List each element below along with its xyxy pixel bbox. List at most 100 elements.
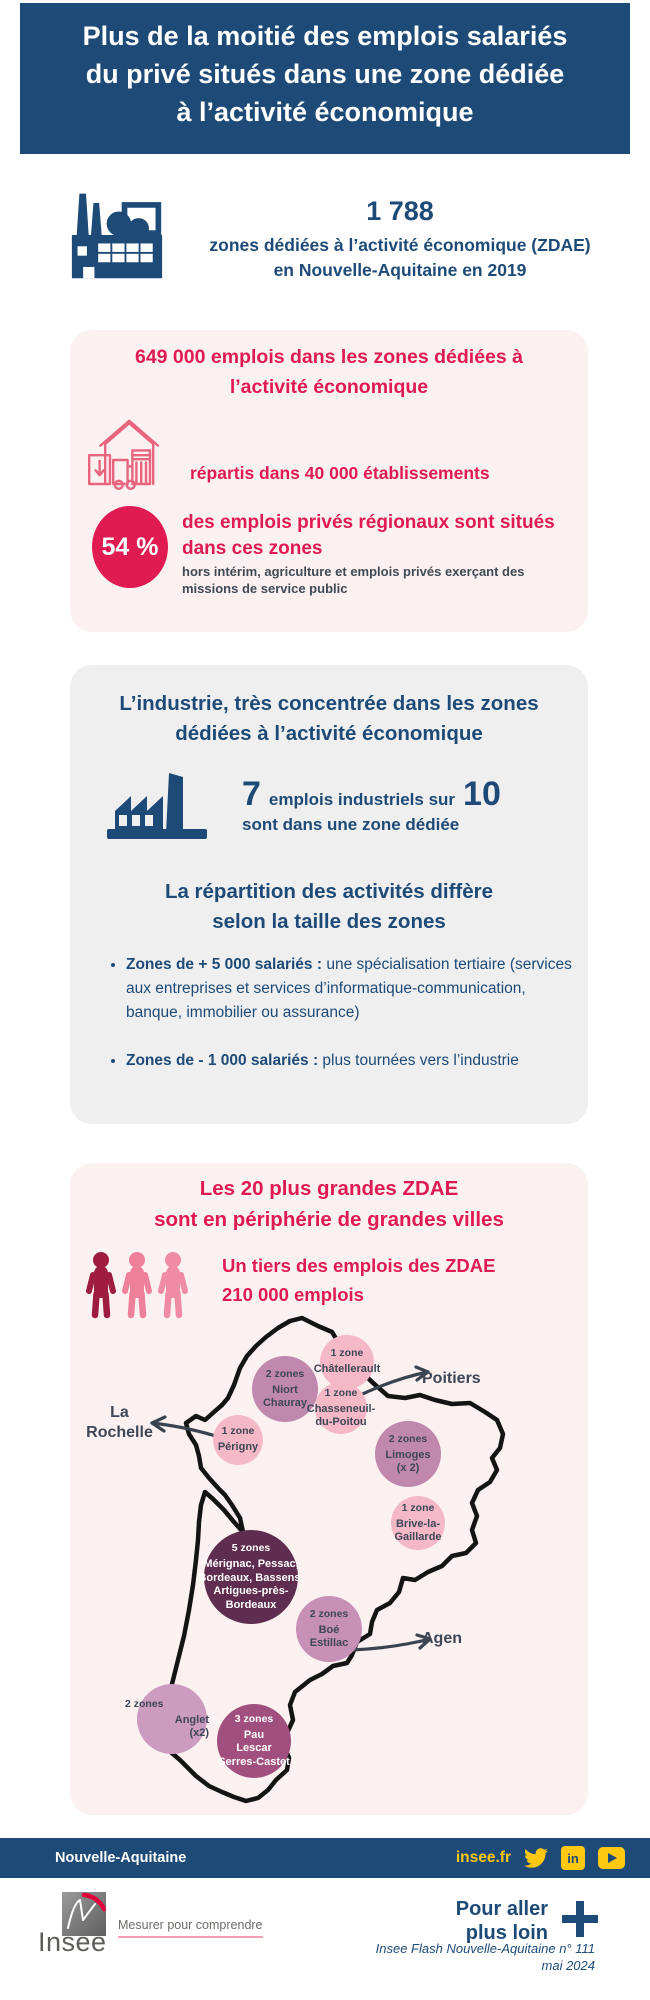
insee-logo-icon <box>62 1892 106 1936</box>
region-outline-path <box>150 1315 506 1804</box>
bubble-line: Gaillarde <box>394 1531 442 1543</box>
percent-footnote-line: missions de service public <box>182 581 348 596</box>
city-label-la-rochelle: La Rochelle <box>72 1403 167 1443</box>
insee-logo-text: Insee <box>38 1927 107 1957</box>
insee-fr-link[interactable]: insee.fr <box>455 1849 511 1866</box>
bubble-line: Chauray <box>262 1397 308 1409</box>
card-map-zdae: Les 20 plus grandes ZDAE sont en périphé… <box>70 1163 588 1815</box>
footer-bar: Nouvelle-Aquitaine insee.fr in <box>0 1838 650 1878</box>
card-map-title-line: sont en périphérie de grandes villes <box>154 1208 504 1231</box>
card-industrie-title-line: L’industrie, très concentrée dans les zo… <box>119 692 539 715</box>
zdae-count-block: 1 788 zones dédiées à l’activité économi… <box>170 196 630 283</box>
footer-region-label: Nouvelle-Aquitaine <box>55 1850 187 1866</box>
flash-reference-line: Insee Flash Nouvelle-Aquitaine n° 111 <box>375 1941 595 1956</box>
flash-reference-date: mai 2024 <box>541 1958 595 1973</box>
bubble-line: Mérignac, Pessac, <box>203 1558 299 1570</box>
linkedin-in-text: in <box>567 1851 579 1866</box>
bubble-count: 1 zone <box>221 1425 255 1438</box>
card-industrie: L’industrie, très concentrée dans les zo… <box>70 665 588 1124</box>
bubble-line: Périgny <box>217 1441 259 1454</box>
bubble-count: 2 zones <box>125 1697 164 1710</box>
percent-statement-line: des emplois privés régionaux sont situés <box>182 512 555 533</box>
ratio-text: emplois industriels sur <box>268 790 456 809</box>
flash-reference: Insee Flash Nouvelle-Aquitaine n° 111 ma… <box>290 1940 595 1974</box>
youtube-icon[interactable] <box>598 1847 625 1869</box>
bubble-line: Bordeaux, Bassens, <box>198 1571 304 1584</box>
repartition-subtitle: La répartition des activités diffère sel… <box>70 877 588 937</box>
zones-bullet-list: Zones de + 5 000 salariés : une spéciali… <box>106 953 578 1097</box>
plus-icon <box>562 1901 598 1937</box>
ratio-subtext: sont dans une zone dédiée <box>242 815 460 834</box>
page-title-line: Plus de la moitié des emplois salariés <box>82 21 568 51</box>
bullet-zones-moins-1000: Zones de - 1 000 salariés : plus tournée… <box>126 1049 578 1073</box>
linkedin-icon[interactable]: in <box>561 1846 585 1870</box>
city-label-line: La <box>110 1404 129 1421</box>
card-industrie-title: L’industrie, très concentrée dans les zo… <box>70 665 588 749</box>
bubble-count: 2 zones <box>388 1432 428 1445</box>
bubble-line: Chasseneuil- <box>306 1402 376 1415</box>
factory-plant-icon <box>71 193 163 279</box>
factory-icon <box>107 773 207 839</box>
map-stat-line: 210 000 emplois <box>222 1284 364 1305</box>
map-bubble-pau: 3 zones Pau Lescar Serres-Castet <box>217 1704 291 1778</box>
bubble-count: 1 zone <box>401 1501 435 1514</box>
bubble-line: Artigues-près- <box>213 1585 289 1597</box>
bubble-count: 5 zones <box>231 1542 271 1554</box>
card-emplois-title: 649 000 emplois dans les zones dédiées à… <box>70 330 588 402</box>
map-bubble-perigny: 1 zone Périgny <box>213 1415 263 1465</box>
card-emplois-zdae: 649 000 emplois dans les zones dédiées à… <box>70 330 588 632</box>
bubble-line: Serres-Castet <box>218 1755 290 1768</box>
bubble-count: 1 zone <box>324 1386 358 1399</box>
bubble-line: Châtellerault <box>313 1363 381 1376</box>
bubble-line: du-Poitou <box>315 1416 367 1428</box>
bubble-line: (x 2) <box>396 1462 420 1474</box>
ratio-number: 7 <box>242 775 261 813</box>
percent-badge: 54 % <box>92 506 168 588</box>
repartition-subtitle-line: selon la taille des zones <box>212 910 446 933</box>
map-bubble-chasseneuil: 1 zone Chasseneuil- du-Poitou <box>307 1382 375 1434</box>
city-label-poitiers: Poitiers <box>422 1370 481 1387</box>
map-bubble-boe-estillac: 2 zones Boé Estillac <box>296 1596 362 1662</box>
card-industrie-title-line: dédiées à l’activité économique <box>175 722 483 745</box>
map-bubble-chatellerault: 1 zone Châtellerault <box>314 1335 380 1389</box>
bubble-line: Limoges <box>385 1448 431 1461</box>
percent-statement: des emplois privés régionaux sont situés… <box>182 510 582 562</box>
bullet-lead: Zones de + 5 000 salariés : <box>126 956 323 973</box>
bubble-line: Bordeaux <box>225 1598 277 1611</box>
card-map-title: Les 20 plus grandes ZDAE sont en périphé… <box>70 1163 588 1235</box>
bubble-line: Pau <box>243 1728 265 1741</box>
map-bubble-limoges: 2 zones Limoges (x 2) <box>375 1421 441 1487</box>
zdae-count-line: en Nouvelle-Aquitaine en 2019 <box>273 260 527 280</box>
ratio-number: 10 <box>463 775 501 813</box>
map-bubble-anglet: 2 zones Anglet (x2) <box>125 1684 209 1754</box>
map-bubble-brive: 1 zone Brive-la- Gaillarde <box>391 1496 445 1550</box>
bullet-text: plus tournées vers l’industrie <box>318 1052 519 1069</box>
bubble-count: 2 zones <box>309 1607 349 1620</box>
card-emplois-title-line: 649 000 emplois dans les zones dédiées à <box>134 346 524 368</box>
map-bubble-niort-chauray: 2 zones Niort Chauray <box>252 1356 318 1422</box>
percent-footnote: hors intérim, agriculture et emplois pri… <box>182 563 572 597</box>
bubble-line: Estillac <box>309 1637 349 1649</box>
repartition-subtitle-line: La répartition des activités diffère <box>164 880 494 903</box>
industry-ratio: 7 emplois industriels sur 10 sont dans u… <box>242 775 572 835</box>
city-label-line: Rochelle <box>86 1424 153 1441</box>
page-title-line: à l’activité économique <box>176 97 474 127</box>
bubble-count: 3 zones <box>234 1712 274 1725</box>
twitter-icon[interactable] <box>524 1846 548 1870</box>
bullet-lead: Zones de - 1 000 salariés : <box>126 1052 319 1069</box>
insee-tagline: Mesurer pour comprendre <box>118 1918 263 1938</box>
city-label-agen: Agen <box>422 1630 462 1647</box>
map-bubble-bordeaux: 5 zones Mérignac, Pessac, Bordeaux, Bass… <box>198 1530 304 1624</box>
pour-aller-line: Pour aller <box>455 1898 548 1920</box>
bubble-count: 2 zones <box>265 1367 305 1380</box>
zdae-count-line: zones dédiées à l’activité économique (Z… <box>209 235 591 255</box>
zdae-count-value: 1 788 <box>366 196 434 226</box>
page-title: Plus de la moitié des emplois salariés d… <box>20 3 630 154</box>
page-title-line: du privé situés dans une zone dédiée <box>85 59 565 89</box>
bullet-text: une spécialisation tertiaire (services a… <box>126 956 572 1021</box>
percent-statement-line: dans ces zones <box>182 538 323 559</box>
warehouse-truck-icon <box>88 419 160 490</box>
pour-aller-line: plus loin <box>465 1922 548 1944</box>
bullet-zones-plus-5000: Zones de + 5 000 salariés : une spéciali… <box>126 953 578 1025</box>
